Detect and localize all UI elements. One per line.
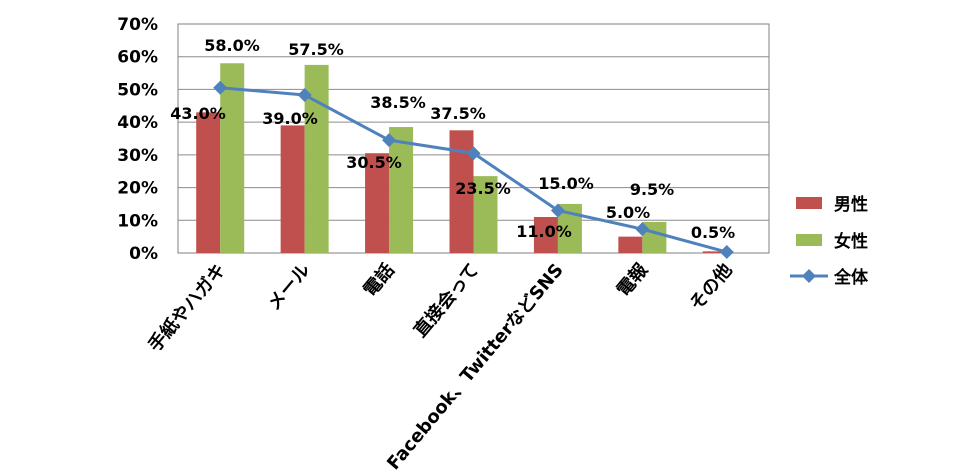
legend-swatch-female [796,234,822,246]
bar-female [389,127,414,253]
data-label: 39.0% [262,109,318,128]
data-label: 23.5% [455,179,511,198]
bar-female [220,63,245,253]
x-category-label: 電報 [612,258,653,300]
y-tick-label: 20% [117,179,158,199]
data-label: 5.0% [606,203,650,222]
legend-label-total: 全体 [833,267,869,288]
data-labels: 43.0% 58.0% 39.0% 57.5% 30.5% 38.5%37.5% 23.5%… [170,36,735,242]
bar-male [702,251,727,253]
x-category-label: その他 [685,259,737,315]
y-tick-label: 60% [117,48,158,68]
data-label: 30.5% [346,153,402,172]
bar-male [533,217,558,253]
line-series [213,80,734,260]
data-label: 15.0% [538,174,594,193]
x-category-label: Facebook、TwitterなどSNS [383,260,568,474]
data-label: 37.5% [430,104,486,123]
data-label: 9.5% [630,180,674,199]
marker-total [635,222,650,237]
y-tick-label: 0% [129,244,158,264]
data-label: 0.5% [691,223,735,242]
marker-total [466,146,481,161]
x-category-label: 手紙やハガキ [144,259,230,356]
grid-lines [178,56,769,221]
marker-total [719,245,734,260]
bar-female [473,176,498,253]
x-category-label: メール [264,260,315,315]
x-axis-categories: 手紙やハガキ メール 電話 直接会ってFacebook、TwitterなどSNS 電報そ… [144,258,737,474]
y-tick-label: 30% [117,146,158,166]
x-category-label: 直接会って [409,259,483,341]
legend-label-male: 男性 [834,194,868,215]
y-tick-label: 40% [117,113,158,133]
y-tick-label: 10% [117,211,158,231]
legend-marker-total [802,269,816,283]
bar-male [280,125,305,253]
marker-total [297,87,312,102]
legend-label-female: 女性 [834,231,868,252]
data-label: 43.0% [170,104,226,123]
marker-total [382,133,397,148]
bar-male [196,112,221,253]
bar-male [365,153,390,253]
legend-swatch-male [796,197,822,209]
data-label: 38.5% [370,93,426,112]
marker-total [213,80,228,95]
bar-male [618,236,643,253]
data-label: 11.0% [516,222,572,241]
y-axis-ticks: 0% 10% 20% 30% 40% 50% 60% 70% [117,15,158,264]
data-label: 57.5% [288,40,344,59]
x-category-label: 電話 [359,259,399,301]
y-tick-label: 70% [117,15,158,35]
y-tick-label: 50% [117,80,158,100]
bars [196,63,727,254]
marker-total [550,203,565,218]
data-label: 58.0% [204,36,260,55]
